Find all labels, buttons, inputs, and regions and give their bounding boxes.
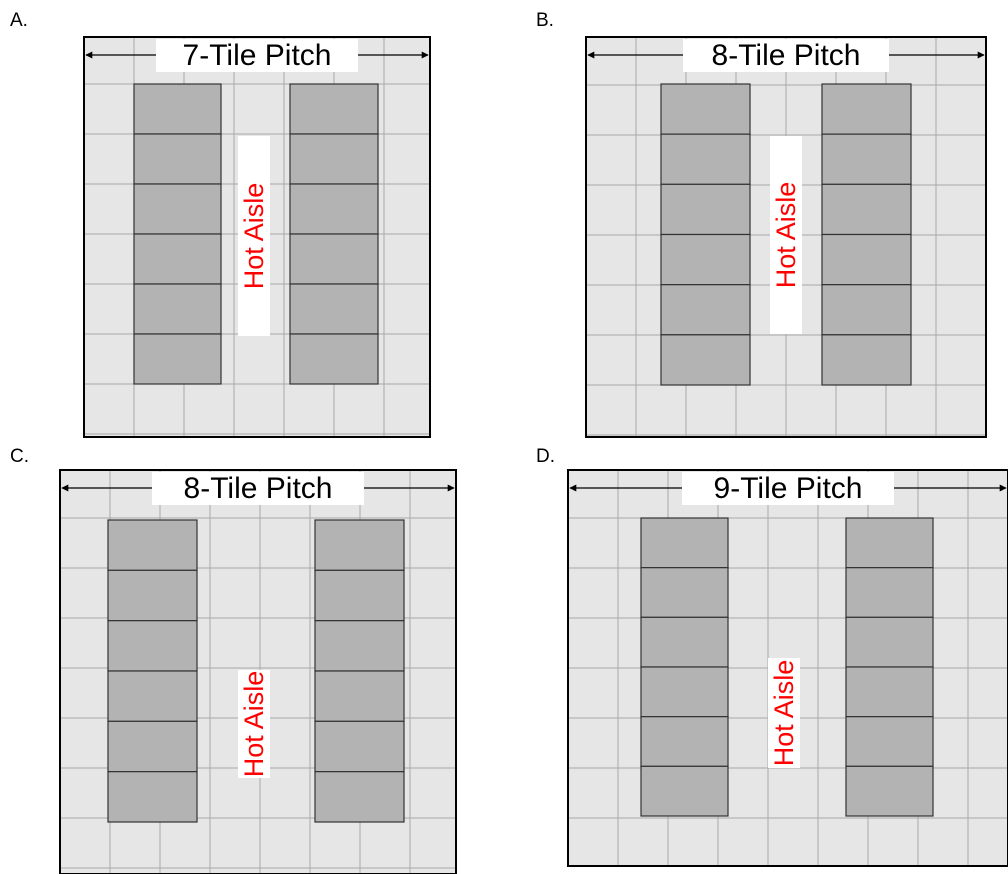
- rack-right: [289, 283, 379, 335]
- rack-left: [660, 284, 751, 336]
- pitch-label: 8-Tile Pitch: [712, 39, 861, 72]
- rack-left: [107, 670, 198, 722]
- rack-right: [314, 670, 405, 722]
- panel-border: [83, 36, 431, 438]
- panel-letter: B.: [536, 10, 554, 31]
- rack-left: [133, 233, 222, 285]
- rack-left: [133, 283, 222, 335]
- rack-left: [107, 720, 198, 773]
- hot-aisle-label-background: [768, 658, 800, 768]
- rack-right: [845, 716, 934, 767]
- hot-aisle-label: Hot Aisle: [239, 671, 269, 778]
- hot-aisle: Hot Aisle: [768, 658, 800, 768]
- rack-rows: [640, 517, 934, 817]
- panel-letter: C.: [10, 446, 29, 467]
- rack-left: [133, 133, 222, 185]
- hot-aisle-label: Hot Aisle: [769, 660, 799, 767]
- pitch-indicator: 9-Tile Pitch: [569, 472, 1007, 505]
- rack-right: [821, 83, 912, 135]
- pitch-label: 9-Tile Pitch: [714, 472, 863, 505]
- pitch-indicator: 7-Tile Pitch: [85, 39, 429, 72]
- rack-left: [640, 666, 729, 718]
- rack-left: [660, 334, 751, 386]
- rack-right: [314, 771, 405, 823]
- rack-right: [314, 569, 405, 622]
- pitch-label-background: [683, 39, 889, 72]
- panel-border: [585, 36, 987, 438]
- rack-left: [107, 569, 198, 622]
- rack-right: [821, 233, 912, 286]
- rack-right: [289, 133, 379, 185]
- rack-right: [314, 620, 405, 672]
- rack-right: [289, 83, 379, 135]
- hot-aisle-label-background: [238, 670, 270, 778]
- panel-border: [567, 469, 1008, 867]
- rack-right: [821, 284, 912, 336]
- rack-right: [821, 183, 912, 236]
- rack-right: [314, 720, 405, 773]
- rack-left: [640, 567, 729, 618]
- pitch-indicator: 8-Tile Pitch: [587, 39, 985, 72]
- rack-left: [133, 333, 222, 385]
- rack-right: [821, 133, 912, 185]
- pitch-label: 8-Tile Pitch: [184, 472, 333, 505]
- rack-left: [107, 620, 198, 672]
- rack-rows: [107, 519, 405, 823]
- pitch-label: 7-Tile Pitch: [183, 39, 332, 72]
- panel-border: [59, 469, 457, 874]
- rack-left: [660, 133, 751, 185]
- rack-right: [845, 765, 934, 817]
- panel-d: D. 9-Tile Pitch Hot Aisle: [536, 446, 1008, 867]
- pitch-label-background: [682, 472, 894, 505]
- hot-aisle: Hot Aisle: [238, 136, 270, 336]
- rack-left: [133, 183, 222, 235]
- rack-left: [640, 616, 729, 668]
- hot-aisle-label-background: [770, 136, 802, 334]
- hot-aisle-label-background: [238, 136, 270, 336]
- panel-a: A. 7-Tile Pitch Hot Aisle: [10, 10, 431, 438]
- rack-right: [821, 334, 912, 386]
- panel-letter: D.: [536, 446, 555, 467]
- hot-aisle: Hot Aisle: [770, 136, 802, 334]
- hot-aisle-label: Hot Aisle: [239, 183, 269, 290]
- rack-left: [133, 83, 222, 135]
- rack-right: [314, 519, 405, 571]
- rack-left: [640, 765, 729, 817]
- panel-c: C. 8-Tile Pitch Hot Aisle: [10, 446, 457, 874]
- rack-left: [107, 519, 198, 571]
- hot-aisle: Hot Aisle: [238, 670, 270, 778]
- pitch-indicator: 8-Tile Pitch: [61, 472, 455, 505]
- pitch-label-background: [156, 39, 358, 72]
- rack-rows: [133, 83, 379, 385]
- rack-rows: [660, 83, 912, 386]
- rack-left: [660, 83, 751, 135]
- hot-aisle-label: Hot Aisle: [771, 182, 801, 289]
- rack-right: [845, 567, 934, 618]
- rack-right: [845, 517, 934, 569]
- panel-letter: A.: [10, 10, 28, 31]
- rack-right: [289, 333, 379, 385]
- rack-left: [660, 233, 751, 286]
- rack-left: [640, 517, 729, 569]
- rack-right: [845, 616, 934, 668]
- rack-right: [289, 183, 379, 235]
- rack-left: [660, 183, 751, 236]
- rack-left: [640, 716, 729, 767]
- pitch-label-background: [152, 472, 364, 505]
- rack-left: [107, 771, 198, 823]
- rack-right: [289, 233, 379, 285]
- panel-b: B. 8-Tile Pitch Hot Aisle: [536, 10, 987, 438]
- rack-right: [845, 666, 934, 718]
